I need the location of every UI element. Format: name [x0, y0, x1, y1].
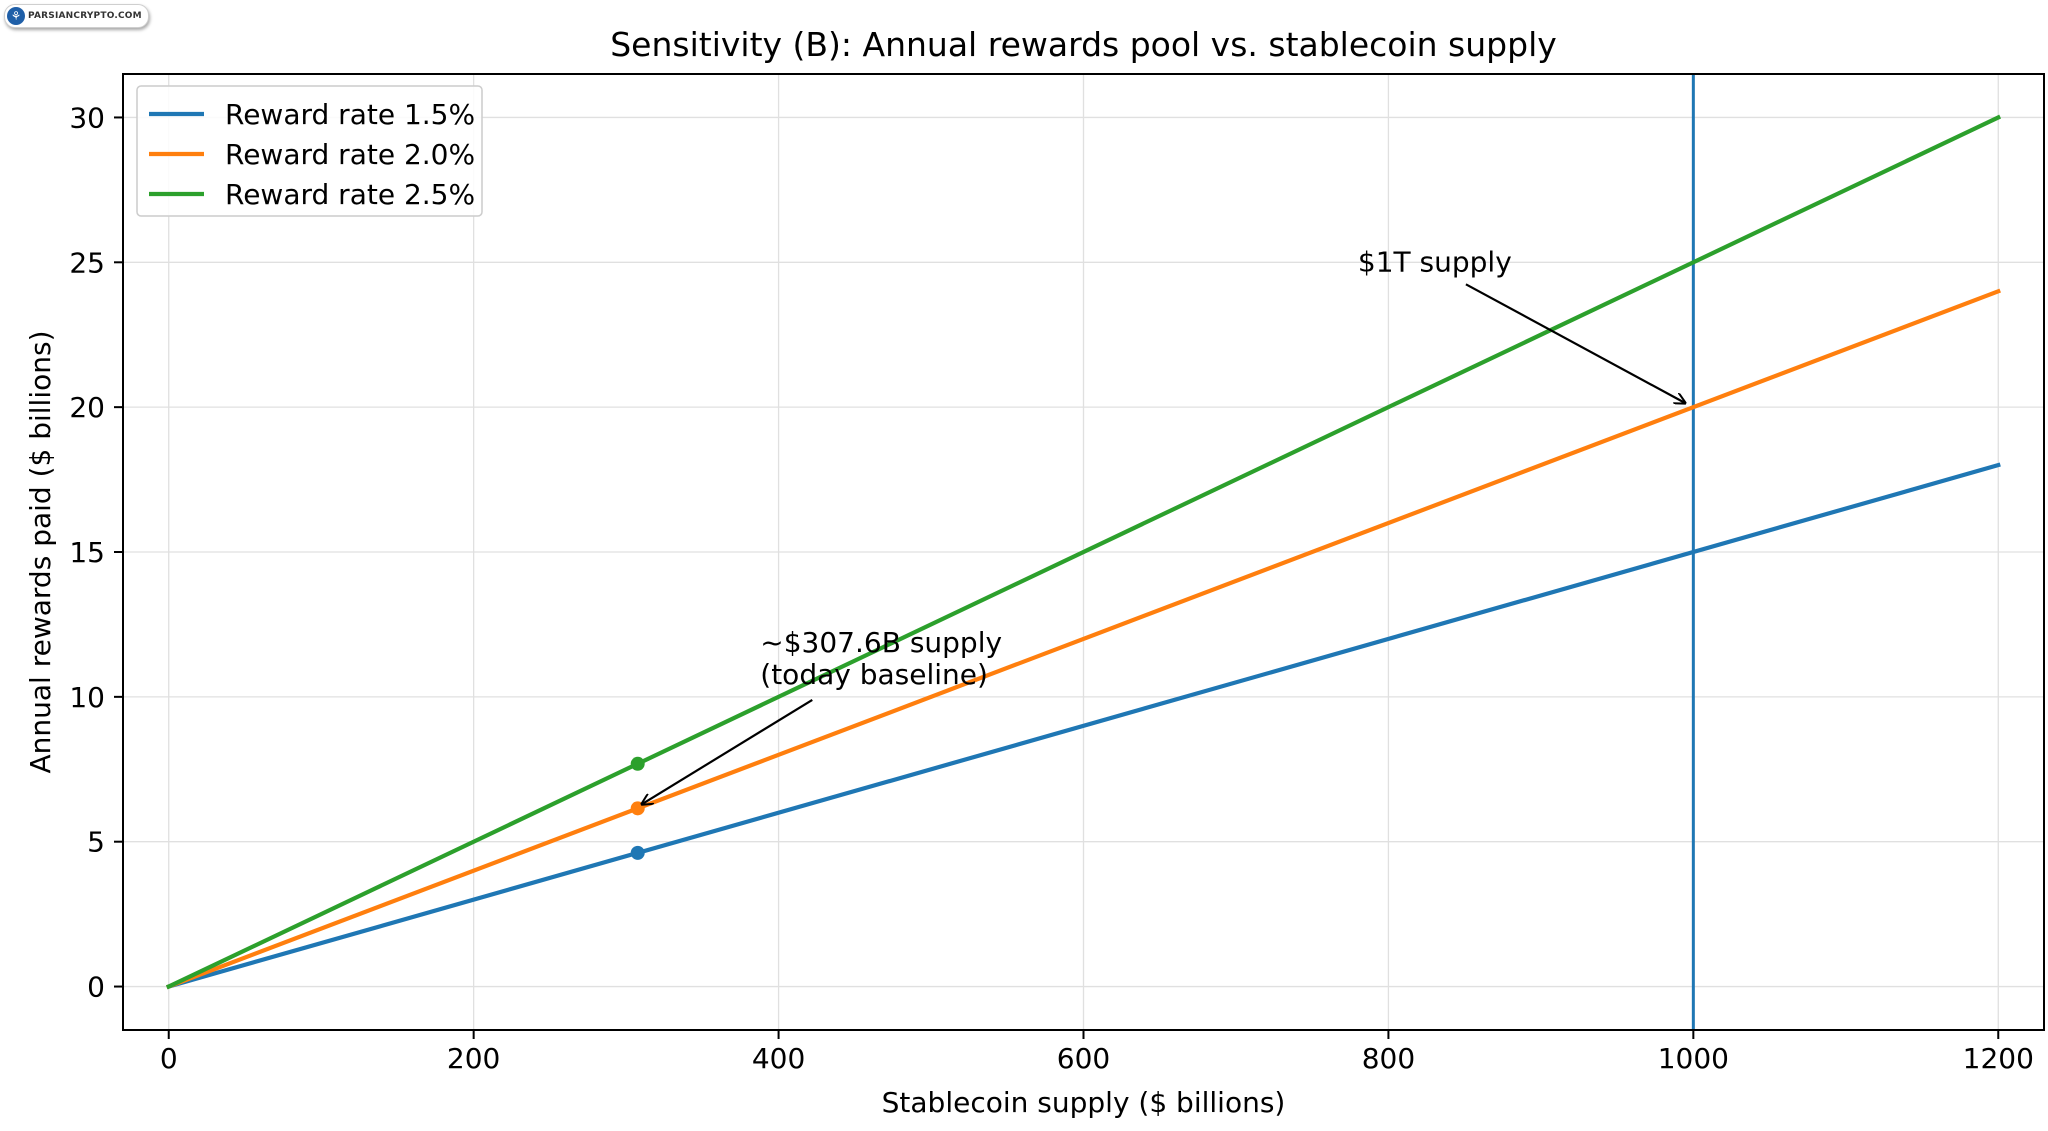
y-tick-label: 5 [87, 826, 105, 859]
legend-label-1: Reward rate 1.5% [225, 98, 475, 131]
watermark-text: PARSIANCRYPTO.COM [28, 11, 142, 21]
annotation-baseline-line-1: ~$307.6B supply [760, 626, 1002, 659]
x-axis-label: Stablecoin supply ($ billions) [882, 1086, 1286, 1119]
x-tick-label: 200 [447, 1042, 500, 1075]
legend-label-3: Reward rate 2.5% [225, 178, 475, 211]
x-tick-label: 800 [1362, 1042, 1415, 1075]
series-line-3 [165, 114, 2002, 990]
logo-icon: ⚘ [7, 7, 25, 25]
x-tick-label: 400 [752, 1042, 805, 1075]
x-tick-label: 1200 [1963, 1042, 2034, 1075]
y-axis-label: Annual rewards paid ($ billions) [24, 331, 57, 774]
y-tick-label: 15 [69, 536, 105, 569]
y-tick-label: 10 [69, 681, 105, 714]
y-tick-label: 20 [69, 391, 105, 424]
watermark-logo: ⚘ PARSIANCRYPTO.COM [4, 4, 149, 28]
annotation-baseline-line-2: (today baseline) [760, 658, 988, 691]
series-line-1 [166, 462, 2001, 990]
baseline-marker-3 [630, 756, 645, 771]
y-tick-label: 30 [69, 101, 105, 134]
x-tick-label: 0 [160, 1042, 178, 1075]
baseline-marker-1 [630, 845, 645, 860]
y-tick-label: 0 [87, 971, 105, 1004]
annotation-arrow-1t [1465, 283, 1685, 403]
annotation-1t-supply: $1T supply [1358, 245, 1512, 278]
y-tick-label: 25 [69, 246, 105, 279]
legend-label-2: Reward rate 2.0% [225, 138, 475, 171]
x-tick-label: 1000 [1658, 1042, 1729, 1075]
chart-title: Sensitivity (B): Annual rewards pool vs.… [610, 25, 1557, 64]
annotation-arrow-baseline [642, 698, 813, 804]
legend-box [136, 85, 483, 217]
series-line-2 [166, 288, 2001, 990]
x-tick-label: 600 [1057, 1042, 1110, 1075]
